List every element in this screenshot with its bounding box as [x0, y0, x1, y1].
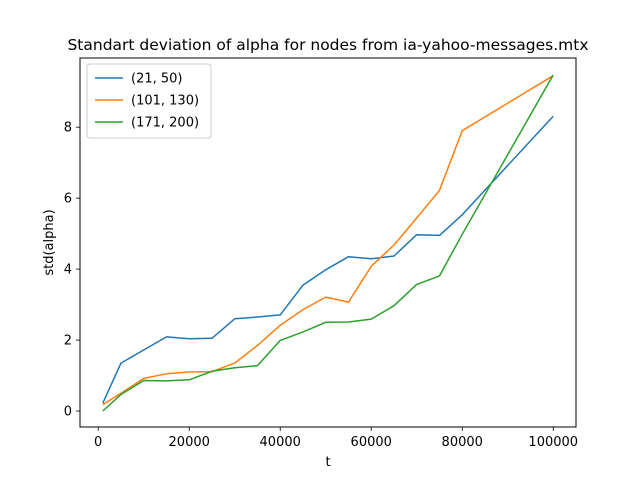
y-tick-label: 4 — [64, 263, 72, 278]
y-tick-label: 8 — [64, 121, 72, 136]
legend-label: (171, 200) — [131, 116, 199, 131]
x-axis: 0 20000 40000 60000 80000 100000 — [94, 427, 578, 450]
x-tick-label: 100000 — [528, 435, 578, 450]
x-tick-label: 80000 — [442, 435, 483, 450]
x-tick-label: 40000 — [260, 435, 301, 450]
series-line-2 — [102, 75, 554, 406]
legend-label: (21, 50) — [131, 72, 183, 87]
axes-frame — [79, 57, 577, 428]
chart-title: Standart deviation of alpha for nodes fr… — [67, 36, 588, 54]
series-line-3 — [102, 74, 554, 412]
series-line-1 — [102, 115, 554, 404]
plot-area — [102, 74, 554, 412]
legend-box — [86, 63, 212, 139]
x-tick-label: 0 — [94, 435, 102, 450]
y-axis-label: std(alpha) — [42, 209, 57, 275]
y-tick-label: 6 — [64, 192, 72, 207]
y-tick-label: 2 — [64, 334, 72, 349]
x-axis-label: t — [325, 455, 330, 470]
x-tick-label: 20000 — [169, 435, 210, 450]
legend-label: (101, 130) — [131, 94, 199, 109]
x-tick-label: 60000 — [351, 435, 392, 450]
y-axis: 0 2 4 6 8 — [64, 121, 80, 420]
legend: (21, 50) (101, 130) (171, 200) — [86, 63, 212, 139]
y-tick-label: 0 — [64, 405, 72, 420]
